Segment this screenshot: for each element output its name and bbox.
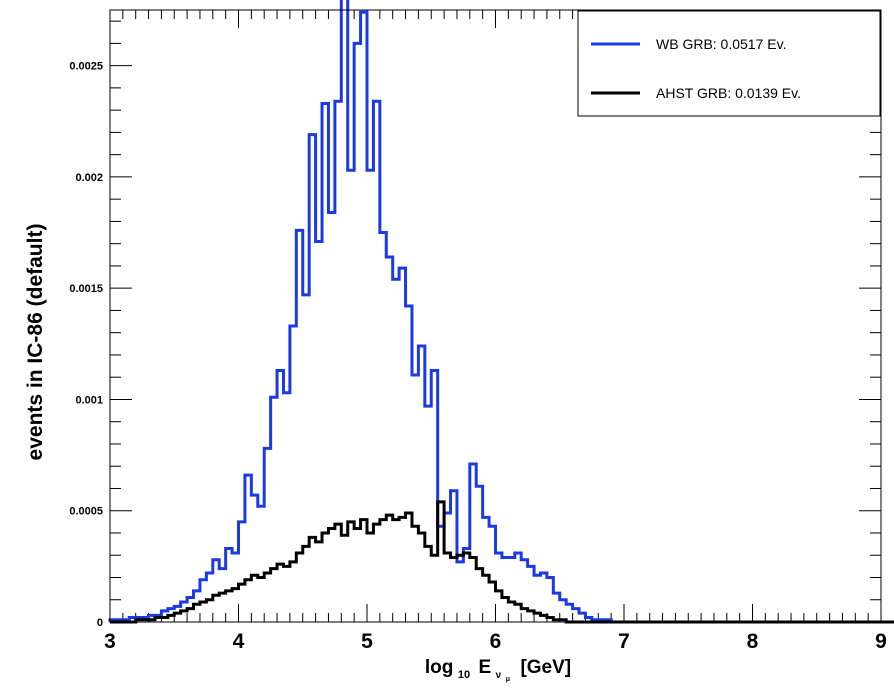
legend-box (577, 10, 881, 117)
x-axis-title-base: log (425, 657, 454, 678)
y-tick-label: 0.0025 (69, 61, 103, 73)
y-tick-label: 0.001 (75, 394, 103, 406)
x-tick-label: 7 (618, 630, 630, 653)
y-tick-label: 0.002 (75, 172, 103, 184)
x-tick-label: 6 (490, 630, 502, 653)
legend: WB GRB: 0.0517 Ev. AHST GRB: 0.0139 Ev. (577, 10, 881, 117)
axis-tick-labels: 3 4 5 6 7 8 9 0 0.0005 0.001 0.0015 0.002 0.0025 (69, 61, 887, 653)
x-axis-title-var-sub: ν (496, 670, 502, 681)
y-tick-label: 0 (97, 617, 103, 629)
x-axis-title-var: E (479, 657, 492, 678)
plot-frame (109, 9, 882, 623)
x-tick-label: 8 (747, 630, 759, 653)
x-tick-label: 4 (233, 630, 245, 653)
legend-label-ahst: AHST GRB: 0.0139 Ev. (656, 85, 801, 101)
legend-label-wb: WB GRB: 0.0517 Ev. (656, 36, 786, 52)
y-axis-title: events in IC-86 (default) (24, 224, 47, 461)
x-axis-title-unit: [GeV] (520, 657, 571, 678)
x-axis-title-sub: 10 (458, 669, 470, 681)
x-axis-title: log 10 E ν μ [GeV] (425, 657, 571, 685)
x-axis-title-var-subsub: μ (506, 676, 510, 683)
x-tick-label: 5 (361, 630, 373, 653)
x-tick-label: 3 (104, 630, 116, 653)
x-tick-label: 9 (875, 630, 887, 653)
y-tick-label: 0.0015 (69, 283, 103, 295)
y-tick-label: 0.0005 (69, 506, 103, 518)
